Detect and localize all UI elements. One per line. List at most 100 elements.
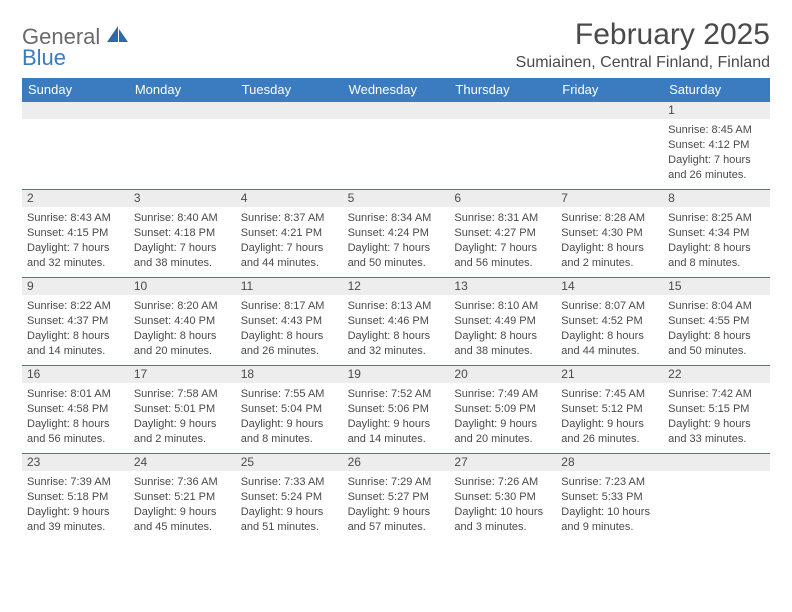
daylight-line: Daylight: 8 hours and 38 minutes. bbox=[454, 329, 551, 359]
sunrise-line: Sunrise: 7:42 AM bbox=[668, 387, 765, 402]
sunrise-line: Sunrise: 8:17 AM bbox=[241, 299, 338, 314]
day-number: 9 bbox=[22, 278, 129, 295]
day-cell: Sunrise: 8:22 AMSunset: 4:37 PMDaylight:… bbox=[22, 295, 129, 365]
sunset-line: Sunset: 4:34 PM bbox=[668, 226, 765, 241]
day-cell: Sunrise: 8:17 AMSunset: 4:43 PMDaylight:… bbox=[236, 295, 343, 365]
day-cell: Sunrise: 8:01 AMSunset: 4:58 PMDaylight:… bbox=[22, 383, 129, 453]
day-cell: Sunrise: 7:29 AMSunset: 5:27 PMDaylight:… bbox=[343, 471, 450, 541]
page-subtitle: Sumiainen, Central Finland, Finland bbox=[516, 54, 770, 72]
daylight-line: Daylight: 9 hours and 57 minutes. bbox=[348, 505, 445, 535]
sunset-line: Sunset: 4:55 PM bbox=[668, 314, 765, 329]
sunrise-line: Sunrise: 8:22 AM bbox=[27, 299, 124, 314]
week-row: Sunrise: 8:01 AMSunset: 4:58 PMDaylight:… bbox=[22, 383, 770, 453]
week-row: Sunrise: 7:39 AMSunset: 5:18 PMDaylight:… bbox=[22, 471, 770, 541]
day-cell: Sunrise: 7:58 AMSunset: 5:01 PMDaylight:… bbox=[129, 383, 236, 453]
day-cell: Sunrise: 8:28 AMSunset: 4:30 PMDaylight:… bbox=[556, 207, 663, 277]
daylight-line: Daylight: 7 hours and 32 minutes. bbox=[27, 241, 124, 271]
day-body: Sunrise: 7:36 AMSunset: 5:21 PMDaylight:… bbox=[134, 474, 231, 534]
day-number: 6 bbox=[449, 190, 556, 207]
week-daynum-row: 2345678 bbox=[22, 189, 770, 207]
day-cell: Sunrise: 8:20 AMSunset: 4:40 PMDaylight:… bbox=[129, 295, 236, 365]
day-body: Sunrise: 7:33 AMSunset: 5:24 PMDaylight:… bbox=[241, 474, 338, 534]
dow-cell: Friday bbox=[556, 78, 663, 102]
sunrise-line: Sunrise: 8:25 AM bbox=[668, 211, 765, 226]
sunset-line: Sunset: 5:24 PM bbox=[241, 490, 338, 505]
sunset-line: Sunset: 4:43 PM bbox=[241, 314, 338, 329]
day-cell bbox=[449, 119, 556, 189]
day-body: Sunrise: 7:49 AMSunset: 5:09 PMDaylight:… bbox=[454, 386, 551, 446]
day-body: Sunrise: 8:20 AMSunset: 4:40 PMDaylight:… bbox=[134, 298, 231, 358]
sunset-line: Sunset: 4:18 PM bbox=[134, 226, 231, 241]
week-daynum-row: 232425262728 bbox=[22, 453, 770, 471]
calendar-page: General Blue February 2025 Sumiainen, Ce… bbox=[0, 0, 792, 541]
sunset-line: Sunset: 4:37 PM bbox=[27, 314, 124, 329]
day-body: Sunrise: 7:45 AMSunset: 5:12 PMDaylight:… bbox=[561, 386, 658, 446]
sunrise-line: Sunrise: 7:33 AM bbox=[241, 475, 338, 490]
sunset-line: Sunset: 4:21 PM bbox=[241, 226, 338, 241]
day-body: Sunrise: 8:22 AMSunset: 4:37 PMDaylight:… bbox=[27, 298, 124, 358]
dow-cell: Wednesday bbox=[343, 78, 450, 102]
daylight-line: Daylight: 7 hours and 56 minutes. bbox=[454, 241, 551, 271]
sunrise-line: Sunrise: 7:23 AM bbox=[561, 475, 658, 490]
sunrise-line: Sunrise: 8:31 AM bbox=[454, 211, 551, 226]
day-body: Sunrise: 7:52 AMSunset: 5:06 PMDaylight:… bbox=[348, 386, 445, 446]
sunrise-line: Sunrise: 8:37 AM bbox=[241, 211, 338, 226]
sunset-line: Sunset: 4:27 PM bbox=[454, 226, 551, 241]
daylight-line: Daylight: 9 hours and 20 minutes. bbox=[454, 417, 551, 447]
sunset-line: Sunset: 5:33 PM bbox=[561, 490, 658, 505]
day-body: Sunrise: 8:40 AMSunset: 4:18 PMDaylight:… bbox=[134, 210, 231, 270]
day-number: 24 bbox=[129, 454, 236, 471]
day-number: 14 bbox=[556, 278, 663, 295]
sunset-line: Sunset: 4:40 PM bbox=[134, 314, 231, 329]
dow-cell: Tuesday bbox=[236, 78, 343, 102]
day-cell: Sunrise: 8:31 AMSunset: 4:27 PMDaylight:… bbox=[449, 207, 556, 277]
daylight-line: Daylight: 8 hours and 14 minutes. bbox=[27, 329, 124, 359]
day-number: 1 bbox=[663, 102, 770, 119]
day-number bbox=[22, 102, 129, 119]
week-wrapper: 232425262728 Sunrise: 7:39 AMSunset: 5:18… bbox=[22, 453, 770, 541]
sunrise-line: Sunrise: 8:28 AM bbox=[561, 211, 658, 226]
calendar-grid: SundayMondayTuesdayWednesdayThursdayFrid… bbox=[22, 78, 770, 541]
sunset-line: Sunset: 4:30 PM bbox=[561, 226, 658, 241]
day-body: Sunrise: 7:23 AMSunset: 5:33 PMDaylight:… bbox=[561, 474, 658, 534]
daylight-line: Daylight: 9 hours and 39 minutes. bbox=[27, 505, 124, 535]
sunset-line: Sunset: 5:04 PM bbox=[241, 402, 338, 417]
day-body: Sunrise: 8:25 AMSunset: 4:34 PMDaylight:… bbox=[668, 210, 765, 270]
week-daynum-row: 16171819202122 bbox=[22, 365, 770, 383]
daylight-line: Daylight: 8 hours and 50 minutes. bbox=[668, 329, 765, 359]
day-body: Sunrise: 7:58 AMSunset: 5:01 PMDaylight:… bbox=[134, 386, 231, 446]
day-number: 22 bbox=[663, 366, 770, 383]
day-number bbox=[663, 454, 770, 471]
sunrise-line: Sunrise: 8:34 AM bbox=[348, 211, 445, 226]
day-number bbox=[556, 102, 663, 119]
brand-text: General Blue bbox=[22, 26, 129, 69]
sunset-line: Sunset: 4:49 PM bbox=[454, 314, 551, 329]
day-cell: Sunrise: 7:49 AMSunset: 5:09 PMDaylight:… bbox=[449, 383, 556, 453]
day-body: Sunrise: 7:39 AMSunset: 5:18 PMDaylight:… bbox=[27, 474, 124, 534]
daylight-line: Daylight: 9 hours and 45 minutes. bbox=[134, 505, 231, 535]
daylight-line: Daylight: 8 hours and 44 minutes. bbox=[561, 329, 658, 359]
day-body: Sunrise: 8:31 AMSunset: 4:27 PMDaylight:… bbox=[454, 210, 551, 270]
day-body: Sunrise: 7:55 AMSunset: 5:04 PMDaylight:… bbox=[241, 386, 338, 446]
day-number: 20 bbox=[449, 366, 556, 383]
daylight-line: Daylight: 8 hours and 2 minutes. bbox=[561, 241, 658, 271]
sunset-line: Sunset: 5:18 PM bbox=[27, 490, 124, 505]
sunrise-line: Sunrise: 7:45 AM bbox=[561, 387, 658, 402]
daylight-line: Daylight: 9 hours and 26 minutes. bbox=[561, 417, 658, 447]
day-cell: Sunrise: 7:33 AMSunset: 5:24 PMDaylight:… bbox=[236, 471, 343, 541]
sunset-line: Sunset: 5:27 PM bbox=[348, 490, 445, 505]
day-number: 13 bbox=[449, 278, 556, 295]
sunset-line: Sunset: 5:30 PM bbox=[454, 490, 551, 505]
day-body: Sunrise: 8:43 AMSunset: 4:15 PMDaylight:… bbox=[27, 210, 124, 270]
day-number bbox=[449, 102, 556, 119]
daylight-line: Daylight: 8 hours and 56 minutes. bbox=[27, 417, 124, 447]
day-cell: Sunrise: 8:07 AMSunset: 4:52 PMDaylight:… bbox=[556, 295, 663, 365]
day-cell: Sunrise: 8:13 AMSunset: 4:46 PMDaylight:… bbox=[343, 295, 450, 365]
day-cell bbox=[663, 471, 770, 541]
day-cell: Sunrise: 8:10 AMSunset: 4:49 PMDaylight:… bbox=[449, 295, 556, 365]
daylight-line: Daylight: 8 hours and 32 minutes. bbox=[348, 329, 445, 359]
day-number: 2 bbox=[22, 190, 129, 207]
daylight-line: Daylight: 8 hours and 26 minutes. bbox=[241, 329, 338, 359]
daylight-line: Daylight: 8 hours and 20 minutes. bbox=[134, 329, 231, 359]
day-cell: Sunrise: 7:42 AMSunset: 5:15 PMDaylight:… bbox=[663, 383, 770, 453]
